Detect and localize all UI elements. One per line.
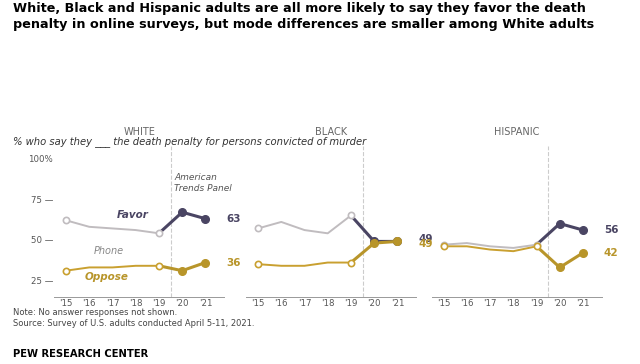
Text: American
Trends Panel: American Trends Panel: [174, 173, 232, 193]
Text: HISPANIC: HISPANIC: [494, 127, 540, 136]
Text: Favor: Favor: [117, 210, 149, 221]
Text: White, Black and Hispanic adults are all more likely to say they favor the death: White, Black and Hispanic adults are all…: [13, 2, 594, 31]
Text: 63: 63: [227, 214, 241, 224]
Text: 56: 56: [604, 225, 618, 235]
Text: BLACK: BLACK: [315, 127, 348, 136]
Text: PEW RESEARCH CENTER: PEW RESEARCH CENTER: [13, 349, 148, 359]
Text: Phone: Phone: [94, 246, 124, 256]
Text: % who say they ___ the death penalty for persons convicted of murder: % who say they ___ the death penalty for…: [13, 136, 366, 147]
Text: 42: 42: [604, 248, 618, 258]
Text: 36: 36: [227, 258, 241, 268]
Text: WHITE: WHITE: [124, 127, 155, 136]
Text: 49: 49: [419, 234, 433, 244]
Text: 49: 49: [419, 239, 433, 249]
Text: Oppose: Oppose: [84, 272, 129, 282]
Text: Note: No answer responses not shown.
Source: Survey of U.S. adults conducted Apr: Note: No answer responses not shown. Sou…: [13, 308, 254, 328]
